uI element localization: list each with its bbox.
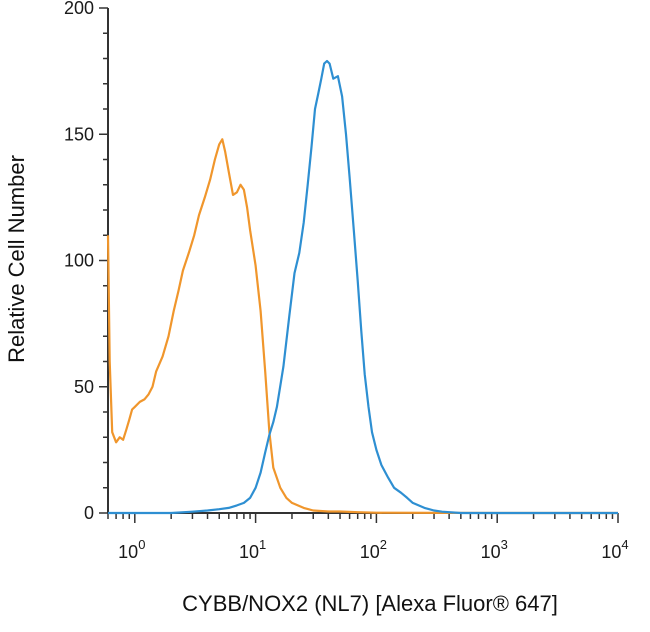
axes xyxy=(99,7,619,523)
x-tick-base: 10 xyxy=(360,542,380,562)
x-tick-label: 103 xyxy=(481,537,508,562)
x-tick-exponent: 4 xyxy=(621,537,628,552)
y-tick-label: 50 xyxy=(74,377,94,397)
y-tick-label: 0 xyxy=(84,503,94,523)
x-tick-label: 101 xyxy=(239,537,266,562)
y-tick-label: 100 xyxy=(64,251,94,271)
y-axis-label: Relative Cell Number xyxy=(4,155,29,363)
x-tick-label: 104 xyxy=(601,537,628,562)
y-tick-label: 200 xyxy=(64,0,94,18)
x-tick-label: 100 xyxy=(118,537,145,562)
x-tick-base: 10 xyxy=(601,542,621,562)
series-group xyxy=(106,59,618,515)
y-tick-label: 150 xyxy=(64,124,94,144)
x-tick-base: 10 xyxy=(481,542,501,562)
x-tick-exponent: 3 xyxy=(501,537,508,552)
series-line-2 xyxy=(108,59,618,515)
x-tick-exponent: 2 xyxy=(380,537,387,552)
x-tick-base: 10 xyxy=(118,542,138,562)
series-line-1 xyxy=(106,138,618,515)
x-tick-base: 10 xyxy=(239,542,259,562)
x-tick-exponent: 1 xyxy=(259,537,266,552)
x-tick-exponent: 0 xyxy=(138,537,145,552)
x-axis-label: CYBB/NOX2 (NL7) [Alexa Fluor® 647] xyxy=(182,591,558,616)
x-tick-label: 102 xyxy=(360,537,387,562)
